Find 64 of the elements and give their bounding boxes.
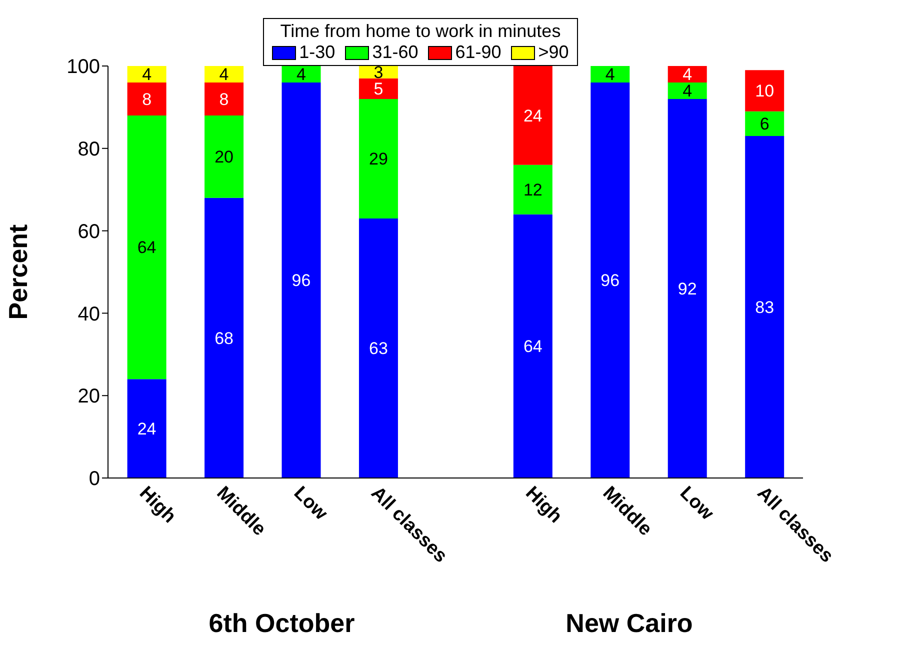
data-label: 6 xyxy=(760,114,770,134)
bar xyxy=(127,115,166,380)
bar xyxy=(127,82,166,116)
bar xyxy=(358,78,398,99)
bar xyxy=(204,198,244,478)
data-label: 29 xyxy=(369,150,388,169)
data-label: 4 xyxy=(296,65,306,84)
data-label: 64 xyxy=(137,238,156,258)
data-label: 4 xyxy=(142,65,152,84)
data-label: 63 xyxy=(369,339,388,358)
y-tick-label: 20 xyxy=(78,386,100,408)
bar xyxy=(204,82,244,116)
y-tick-label: 60 xyxy=(78,220,100,243)
y-tick-label: 0 xyxy=(88,468,100,490)
legend-label: >90 xyxy=(537,42,569,63)
bar xyxy=(668,66,707,82)
bar xyxy=(282,66,321,82)
data-label: 64 xyxy=(523,337,542,356)
data-label: 4 xyxy=(605,65,615,84)
legend-label: 61-90 xyxy=(454,42,502,63)
data-label: 24 xyxy=(137,420,156,439)
legend-label: 31-60 xyxy=(371,42,418,63)
bar xyxy=(513,164,552,214)
data-label: 4 xyxy=(219,65,229,84)
data-label: 8 xyxy=(142,90,152,109)
data-label: 68 xyxy=(214,328,234,348)
data-label: 92 xyxy=(678,279,697,298)
bar xyxy=(745,111,784,136)
bar xyxy=(513,66,552,165)
data-label: 5 xyxy=(374,80,384,99)
bar xyxy=(745,70,784,112)
data-label: 96 xyxy=(292,271,311,290)
bar xyxy=(590,66,630,82)
y-axis-title: Percent xyxy=(3,224,34,320)
bar xyxy=(358,66,398,78)
y-tick-label: 100 xyxy=(66,56,100,78)
legend-label: 1-30 xyxy=(298,42,336,63)
data-label: 8 xyxy=(219,90,229,109)
bar xyxy=(668,82,707,99)
bar xyxy=(282,82,321,478)
bar xyxy=(127,379,166,478)
data-label: 3 xyxy=(374,63,384,82)
bar xyxy=(513,214,552,478)
bar xyxy=(590,82,630,478)
bar xyxy=(358,98,398,218)
data-label: 96 xyxy=(600,271,620,290)
y-tick-label: 80 xyxy=(78,138,100,160)
legend-title: Time from home to work in minutes xyxy=(279,21,562,42)
data-label: 4 xyxy=(682,65,692,84)
data-label: 24 xyxy=(523,106,542,126)
data-label: 83 xyxy=(755,298,774,317)
y-tick-label: 40 xyxy=(78,303,100,326)
data-label: 12 xyxy=(523,180,542,200)
data-label: 10 xyxy=(755,82,774,101)
bar xyxy=(127,66,166,82)
data-label: 4 xyxy=(682,82,692,101)
bar xyxy=(745,136,784,478)
text: New Cairo xyxy=(564,608,694,639)
bar xyxy=(204,66,244,82)
bar xyxy=(668,98,707,478)
bar xyxy=(358,218,398,478)
text: 6th October xyxy=(208,608,356,639)
data-label: 20 xyxy=(214,148,234,167)
bar xyxy=(204,115,244,198)
